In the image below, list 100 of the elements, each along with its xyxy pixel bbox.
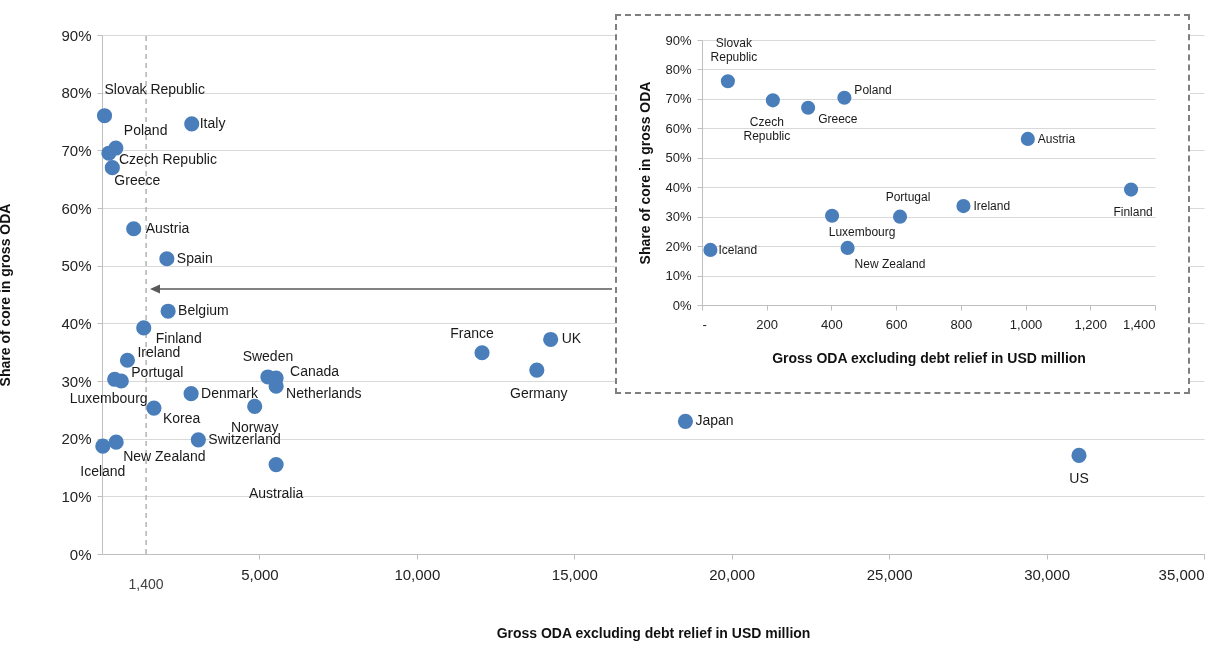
y-tick-label: 70% bbox=[61, 141, 92, 159]
point bbox=[96, 108, 113, 124]
x-tick-label: 30,000 bbox=[1024, 565, 1071, 583]
annotation: Portugal bbox=[885, 189, 931, 204]
point bbox=[108, 434, 124, 450]
annotation: Luxembourg bbox=[828, 224, 896, 239]
point bbox=[474, 345, 490, 361]
y-tick-label: 90% bbox=[665, 32, 692, 48]
y-tick-label: 40% bbox=[665, 179, 692, 195]
annotation: Netherlands bbox=[286, 385, 362, 402]
y-tick-label: 10% bbox=[665, 268, 692, 284]
x-tick-label: 1,000 bbox=[1009, 316, 1043, 332]
x-tick-label: 600 bbox=[885, 316, 908, 332]
x-tick-label: 35,000 bbox=[1158, 565, 1205, 583]
x-tick-label: 10,000 bbox=[394, 565, 441, 583]
annotation: Sweden bbox=[242, 347, 294, 364]
point bbox=[1071, 447, 1087, 463]
point bbox=[801, 100, 816, 115]
point bbox=[136, 320, 152, 336]
point bbox=[183, 386, 199, 402]
y-tick-label: 40% bbox=[61, 314, 92, 332]
point bbox=[956, 199, 971, 214]
annotation: Slovak Republic bbox=[104, 80, 205, 97]
y-tick-label: 10% bbox=[61, 487, 92, 505]
point bbox=[677, 413, 694, 429]
annotation: Germany bbox=[510, 385, 568, 402]
x-tick-label: - bbox=[702, 316, 707, 332]
point bbox=[104, 160, 120, 176]
annotation: Iceland bbox=[718, 242, 758, 257]
annotation: Italy bbox=[199, 114, 226, 131]
y-axis-title: Share of core in gross ODA bbox=[0, 203, 14, 387]
annotation: Finland bbox=[1113, 204, 1153, 219]
point bbox=[1020, 131, 1035, 146]
point bbox=[146, 400, 162, 416]
annotation: US bbox=[1069, 470, 1089, 487]
x-tick-label: 20,000 bbox=[709, 565, 756, 583]
x-tick-label: 1,400 bbox=[1122, 316, 1156, 332]
annotation: Austria bbox=[145, 219, 190, 236]
annotation: New Zealand bbox=[123, 448, 206, 465]
point bbox=[95, 438, 111, 454]
point bbox=[720, 74, 735, 89]
annotation: Greece bbox=[818, 111, 858, 126]
annotation: Poland bbox=[123, 122, 168, 139]
point bbox=[765, 93, 780, 108]
annotation: Slovak Republic bbox=[710, 36, 758, 65]
point bbox=[160, 303, 176, 319]
point bbox=[837, 90, 852, 105]
y-tick-label: 0% bbox=[69, 545, 92, 563]
annotation: Greece bbox=[114, 171, 161, 188]
annotation: Finland bbox=[155, 329, 202, 346]
point bbox=[268, 457, 284, 473]
annotation: Denmark bbox=[201, 384, 259, 401]
point bbox=[1123, 182, 1139, 197]
annotation: Austria bbox=[1037, 131, 1076, 146]
annotation: Spain bbox=[176, 249, 213, 266]
y-tick-label: 80% bbox=[665, 61, 692, 77]
annotation: Poland bbox=[854, 82, 892, 97]
y-tick-label: 50% bbox=[61, 257, 92, 275]
y-tick-label: 50% bbox=[665, 150, 692, 166]
y-tick-label: 80% bbox=[61, 84, 92, 102]
annotation: France bbox=[450, 324, 495, 341]
point bbox=[892, 209, 908, 224]
point bbox=[825, 208, 840, 223]
annotation: Canada bbox=[290, 363, 340, 380]
y-tick-label: 60% bbox=[61, 199, 92, 217]
x-tick-label: 5,000 bbox=[241, 565, 279, 583]
annotation: Czech Republic bbox=[743, 115, 791, 144]
point bbox=[247, 398, 263, 414]
x-tick-label: 1,200 bbox=[1074, 316, 1108, 332]
point bbox=[703, 242, 718, 257]
y-tick-label: 30% bbox=[665, 209, 692, 225]
point bbox=[543, 331, 559, 348]
y-tick-label: 60% bbox=[665, 120, 692, 136]
annotation: Czech Republic bbox=[118, 151, 217, 168]
annotation: Australia bbox=[248, 484, 304, 501]
point bbox=[126, 221, 142, 237]
annotation: New Zealand bbox=[854, 256, 926, 271]
point bbox=[190, 432, 206, 448]
x-axis-title: Gross ODA excluding debt relief in USD million bbox=[772, 349, 1086, 366]
y-tick-label: 90% bbox=[61, 26, 92, 44]
annotation: Iceland bbox=[80, 463, 126, 480]
y-axis-title: Share of core in gross ODA bbox=[637, 81, 654, 265]
x-tick-label: 400 bbox=[821, 316, 843, 332]
point bbox=[529, 362, 545, 378]
x-axis-title: Gross ODA excluding debt relief in USD million bbox=[496, 624, 811, 641]
point bbox=[184, 116, 200, 132]
annotation: Portugal bbox=[131, 364, 184, 380]
annotation: Luxembourg bbox=[69, 390, 148, 407]
point bbox=[119, 352, 136, 368]
annotation: Belgium bbox=[178, 302, 229, 319]
y-tick-label: 20% bbox=[665, 238, 692, 254]
point bbox=[840, 240, 855, 255]
point bbox=[159, 251, 175, 267]
annotation: Korea bbox=[162, 410, 201, 427]
y-tick-label: 70% bbox=[665, 91, 692, 107]
annotation: UK bbox=[561, 330, 582, 347]
x-tick-label: 800 bbox=[950, 316, 973, 332]
annotation: Ireland bbox=[137, 344, 181, 361]
x-tick-label: 25,000 bbox=[866, 565, 913, 583]
x-tick-label: 200 bbox=[756, 316, 779, 332]
